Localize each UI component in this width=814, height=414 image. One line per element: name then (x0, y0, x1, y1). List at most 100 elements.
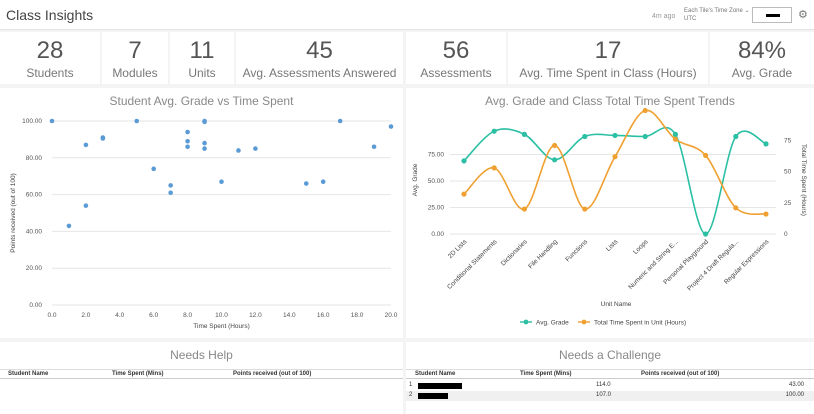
kpi-value: 45 (306, 37, 333, 64)
x-tick-label: Numeric and String E... (627, 238, 680, 291)
y-tick-label: 25.00 (428, 205, 445, 212)
x-tick-label: 12.0 (249, 312, 262, 319)
column-header[interactable]: Points received (out of 100) (641, 371, 720, 377)
scatter-point (236, 148, 241, 153)
timezone-selector[interactable] (752, 7, 792, 23)
table-header: Student Name Time Spent (Mins) Points re… (406, 369, 814, 379)
y-tick-label: 100.00 (22, 118, 42, 125)
series-point (582, 206, 588, 212)
table-row[interactable]: 1 114.0 43.00 (406, 381, 814, 391)
column-header[interactable]: Student Name (8, 371, 49, 377)
top-bar: Class Insights 4m ago Each Tile's Time Z… (0, 0, 814, 30)
y2-tick-label: 50 (784, 169, 792, 176)
series-line-avg-grade (463, 127, 767, 235)
scatter-point (371, 144, 377, 150)
needs-help-title: Needs Help (170, 348, 233, 362)
x-tick-label: 8.0 (183, 312, 192, 319)
legend-marker (523, 319, 529, 325)
x-tick-label: File Handling (527, 238, 559, 270)
x-tick-label: 2.0 (81, 312, 90, 319)
x-tick-label: 4.0 (115, 312, 124, 319)
scatter-point (168, 190, 173, 196)
time-spent-cell: 107.0 (596, 392, 612, 398)
dashboard-title: Class Insights (6, 7, 94, 23)
needs-help-panel: Needs Help Student Name Time Spent (Mins… (0, 342, 403, 414)
kpi-label: Students (26, 66, 74, 80)
series-point (703, 231, 709, 237)
kpi-value: 28 (36, 37, 64, 64)
scatter-point (151, 166, 156, 172)
scatter-point (66, 223, 72, 229)
scatter-point (253, 146, 258, 151)
kpi-label: Modules (112, 66, 158, 80)
x-tick-label: 6.0 (149, 312, 158, 319)
x-tick-label: 16.0 (317, 312, 330, 319)
y-tick-label: 75.00 (428, 152, 445, 159)
x-tick-label: 0.0 (47, 312, 56, 319)
series-point (703, 152, 709, 159)
scatter-panel: Student Avg. Grade vs Time Spent 0.00 20.… (0, 88, 403, 338)
x-axis-label: Time Spent (Hours) (193, 323, 249, 330)
y2-axis-label: Total Time Spent (Hours) (800, 144, 807, 216)
series-point (672, 131, 678, 137)
x-axis-label: Unit Name (601, 301, 632, 308)
column-header[interactable]: Points received (out of 100) (233, 371, 312, 377)
trend-title: Avg. Grade and Class Total Time Spent Tr… (485, 94, 735, 108)
y2-tick-label: 0 (784, 231, 788, 238)
x-tick-label: 2D Lists (447, 238, 469, 260)
series-point (763, 141, 769, 147)
column-header[interactable]: Time Spent (Mins) (112, 371, 164, 377)
x-tick-label: Lists (605, 238, 620, 253)
y-axis-label: Avg. Grade (412, 163, 419, 196)
x-tick-label: Functions (564, 238, 589, 263)
series-point (612, 132, 618, 139)
series-point (733, 133, 739, 140)
kpi-avg-grade[interactable]: 84% Avg. Grade (710, 32, 814, 84)
points-cell: 100.00 (785, 392, 804, 398)
y-tick-label: 20.00 (26, 265, 43, 272)
y2-tick-label: 75 (784, 137, 792, 144)
timezone-info[interactable]: Each Tile's Time Zone ⌄ UTC (684, 7, 750, 23)
y-axis-label: Points received (out of 100) (10, 173, 17, 253)
scatter-point (83, 203, 89, 208)
scatter-point (168, 183, 173, 188)
series-point (642, 133, 648, 140)
series-point (763, 211, 769, 217)
scatter-point (185, 138, 190, 144)
table-header: Student Name Time Spent (Mins) Points re… (0, 369, 403, 379)
scatter-point (337, 118, 343, 124)
series-point (521, 206, 527, 212)
kpi-modules[interactable]: 7 Modules (102, 32, 168, 84)
series-point (521, 131, 527, 137)
time-spent-cell: 114.0 (596, 382, 611, 388)
kpi-label: Avg. Grade (731, 66, 793, 80)
column-header[interactable]: Time Spent (Mins) (520, 371, 572, 377)
x-tick-label: 18.0 (351, 312, 364, 319)
scatter-point (320, 179, 326, 185)
kpi-avg-assessments-answered[interactable]: 45 Avg. Assessments Answered (236, 32, 403, 84)
column-header[interactable]: Student Name (415, 371, 456, 377)
kpi-avg-time-spent[interactable]: 17 Avg. Time Spent in Class (Hours) (508, 32, 708, 84)
series-point (552, 157, 558, 163)
redacted-student-name (418, 393, 448, 399)
series-point (552, 142, 558, 149)
kpi-students[interactable]: 28 Students (0, 32, 100, 84)
y-tick-label: 0.00 (29, 302, 42, 309)
legend-label: Total Time Spent in Unit (Hours) (594, 319, 686, 326)
y-tick-label: 40.00 (26, 228, 43, 235)
scatter-point (202, 146, 207, 151)
kpi-label: Units (188, 66, 216, 80)
gear-icon[interactable]: ⚙ (798, 9, 808, 21)
kpi-units[interactable]: 11 Units (170, 32, 234, 84)
series-point (461, 191, 467, 197)
kpi-assessments[interactable]: 56 Assessments (406, 32, 506, 84)
y-tick-label: 0.00 (431, 231, 444, 238)
series-point (491, 165, 497, 171)
points-cell: 43.00 (788, 382, 804, 388)
scatter-point (100, 136, 106, 141)
series-point (733, 205, 739, 211)
y-tick-label: 50.00 (428, 178, 445, 185)
x-tick-label: Project 4 Draft Regula... (686, 238, 740, 292)
series-point (612, 154, 618, 160)
table-row[interactable]: 2 107.0 100.00 (406, 391, 814, 401)
